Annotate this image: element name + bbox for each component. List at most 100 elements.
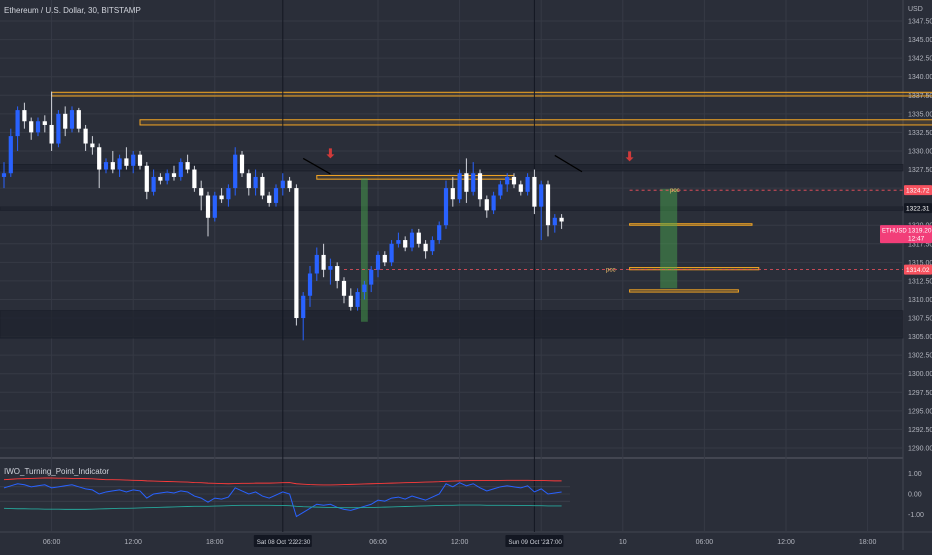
candle-body[interactable] — [239, 154, 245, 174]
candle-body[interactable] — [430, 240, 435, 252]
candle-body[interactable] — [117, 158, 122, 170]
candle-body[interactable] — [491, 195, 496, 211]
candle-body[interactable] — [545, 184, 551, 226]
candle-body[interactable] — [505, 176, 510, 185]
candle-body[interactable] — [165, 173, 170, 181]
candle-body[interactable] — [69, 110, 75, 129]
candle-body[interactable] — [171, 173, 177, 177]
candle-body[interactable] — [15, 110, 20, 137]
candle-body[interactable] — [450, 188, 455, 200]
candle-body[interactable] — [63, 113, 68, 129]
candle-body[interactable] — [328, 266, 333, 270]
candle-body[interactable] — [314, 254, 319, 274]
candle-body[interactable] — [42, 121, 47, 125]
candle-body[interactable] — [321, 254, 326, 270]
candle-body[interactable] — [457, 173, 462, 200]
candle-body[interactable] — [518, 184, 523, 192]
candle-body[interactable] — [416, 232, 421, 244]
price-tick-label: 1327.50 — [908, 167, 932, 174]
candle-body[interactable] — [253, 176, 258, 189]
candle-body[interactable] — [246, 173, 251, 189]
candle-body[interactable] — [498, 184, 503, 196]
candle-body[interactable] — [382, 254, 387, 263]
candle-body[interactable] — [1, 173, 7, 177]
price-axis[interactable] — [903, 0, 932, 550]
candle-body[interactable] — [90, 143, 95, 148]
crosshair-date: Sat 08 Oct '22 — [257, 539, 297, 546]
candle-body[interactable] — [124, 158, 129, 166]
candle-body[interactable] — [192, 169, 197, 189]
candle-body[interactable] — [532, 176, 537, 207]
candle-body[interactable] — [8, 136, 13, 174]
badge-price: 1322.31 — [906, 206, 930, 213]
candle-body[interactable] — [355, 292, 360, 307]
candle-body[interactable] — [471, 173, 476, 192]
candle-body[interactable] — [375, 254, 381, 270]
candle-body[interactable] — [511, 176, 517, 185]
candle-body[interactable] — [477, 173, 483, 200]
trend-line[interactable] — [302, 157, 331, 175]
candle-body[interactable] — [178, 162, 183, 177]
candle-body[interactable] — [484, 199, 489, 211]
candle-body[interactable] — [185, 162, 190, 170]
candle-body[interactable] — [56, 113, 61, 144]
candle-body[interactable] — [212, 195, 217, 218]
candle-body[interactable] — [273, 188, 279, 203]
supply-zone[interactable] — [629, 289, 739, 293]
candle-body[interactable] — [83, 128, 88, 144]
candle-body[interactable] — [280, 180, 285, 189]
indicator-pane[interactable] — [0, 460, 903, 532]
candle-body[interactable] — [233, 154, 238, 189]
candle-body[interactable] — [22, 110, 27, 122]
candle-body[interactable] — [539, 184, 544, 207]
supply-zone[interactable] — [139, 119, 932, 126]
candle-body[interactable] — [525, 176, 530, 192]
candle-body[interactable] — [396, 240, 401, 244]
candle-body[interactable] — [389, 243, 394, 263]
candle-body[interactable] — [464, 173, 469, 192]
candle-body[interactable] — [137, 154, 143, 166]
candle-body[interactable] — [437, 225, 442, 241]
supply-zone[interactable] — [316, 174, 515, 180]
candle-body[interactable] — [443, 188, 449, 226]
candle-body[interactable] — [144, 165, 149, 192]
price-pane[interactable] — [0, 0, 903, 456]
candle-body[interactable] — [409, 232, 415, 248]
candle-body[interactable] — [341, 280, 347, 296]
candle-body[interactable] — [151, 176, 156, 192]
candle-body[interactable] — [49, 124, 54, 144]
candle-body[interactable] — [110, 162, 115, 170]
candle-body[interactable] — [35, 121, 41, 133]
candle-body[interactable] — [103, 162, 109, 170]
candle-body[interactable] — [219, 195, 224, 200]
price-tick-label: 1330.00 — [908, 148, 932, 155]
candle-body[interactable] — [403, 240, 408, 248]
candle-body[interactable] — [362, 284, 367, 293]
indicator-series-line — [3, 477, 562, 486]
candle-body[interactable] — [423, 243, 428, 252]
candle-body[interactable] — [307, 273, 313, 296]
candle-body[interactable] — [287, 180, 292, 189]
candle-body[interactable] — [267, 195, 272, 203]
candle-body[interactable] — [76, 110, 81, 129]
candle-body[interactable] — [226, 188, 231, 200]
candle-body[interactable] — [559, 217, 564, 222]
candle-body[interactable] — [199, 188, 204, 196]
candle-body[interactable] — [335, 266, 340, 281]
candle-body[interactable] — [97, 147, 102, 170]
candle-body[interactable] — [205, 195, 211, 218]
candle-body[interactable] — [131, 154, 136, 166]
supply-zone[interactable] — [629, 223, 753, 226]
candle-body[interactable] — [369, 269, 374, 285]
candle-body[interactable] — [301, 295, 306, 319]
candle-body[interactable] — [158, 176, 163, 181]
candle-body[interactable] — [294, 188, 299, 319]
supply-zone[interactable] — [51, 91, 932, 97]
candle-body[interactable] — [552, 217, 557, 226]
candle-body[interactable] — [29, 121, 34, 133]
candle-body[interactable] — [348, 295, 353, 307]
trend-line[interactable] — [554, 154, 583, 173]
candle-body[interactable] — [260, 176, 265, 196]
